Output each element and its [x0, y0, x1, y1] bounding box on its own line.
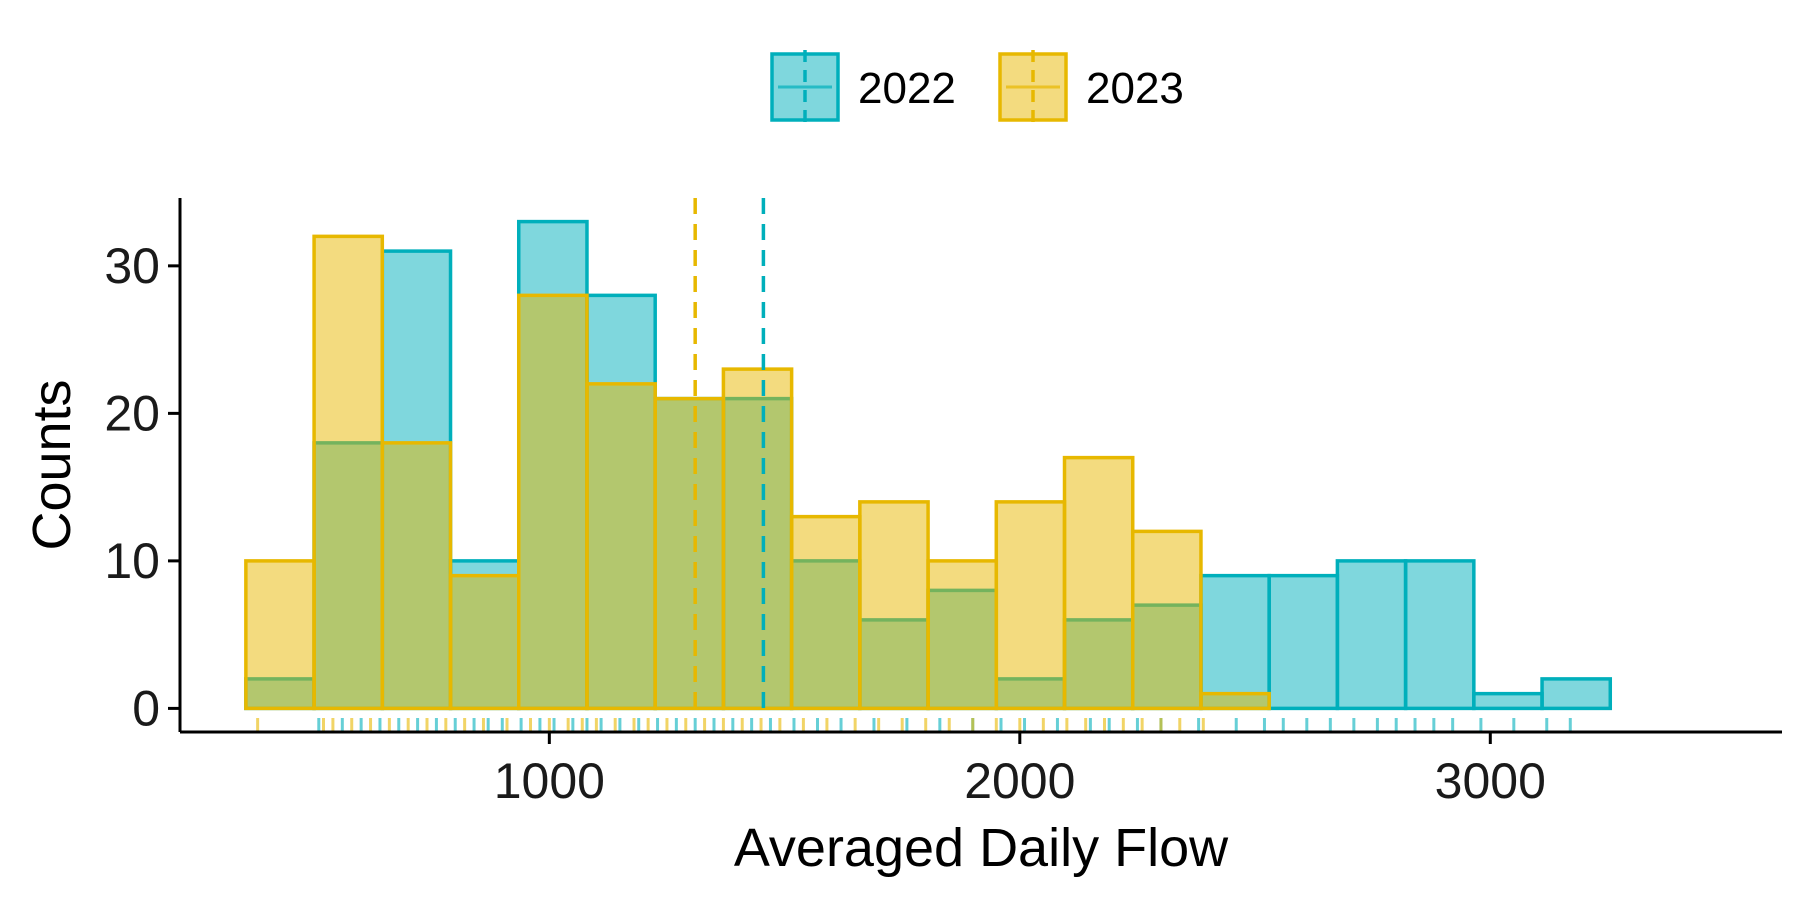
bar-2023-13: [1130, 529, 1203, 711]
rug-2023: [256, 718, 1205, 731]
bar-2023-8: [789, 514, 862, 711]
bar-2023-9: [858, 500, 930, 711]
x-tick-label: 1000: [494, 753, 605, 809]
y-tick-label: 30: [104, 238, 160, 294]
rug-2022: [317, 718, 1572, 731]
y-tick-label: 10: [104, 533, 160, 589]
x-ticks: 1000 2000 3000: [494, 732, 1546, 809]
y-ticks: 0 10 20 30: [104, 238, 180, 736]
axes: 0 10 20 30 1000 2000 3000: [104, 198, 1782, 809]
bar-2023-0: [244, 559, 316, 711]
bar-2023-7: [721, 367, 794, 711]
bar-2022-18: [1472, 691, 1544, 711]
bar-2022-15: [1267, 573, 1340, 711]
bar-2023-1: [312, 234, 385, 711]
bar-2022-19: [1540, 677, 1613, 711]
y-tick-label: 20: [104, 385, 160, 441]
bar-2023-4: [516, 293, 589, 711]
legend-item-2022: 2022: [770, 50, 956, 124]
legend-label-2023: 2023: [1086, 64, 1184, 113]
y-axis-title: Counts: [22, 379, 82, 550]
x-axis-title: Averaged Daily Flow: [734, 818, 1229, 878]
y-tick-label: 0: [132, 680, 160, 736]
series-2023: [244, 234, 1271, 711]
bar-2023-11: [994, 500, 1067, 711]
series-layer: [244, 219, 1613, 711]
bar-2022-14: [1199, 573, 1271, 711]
mean-lines: [693, 198, 766, 709]
plot-area: [244, 198, 1613, 731]
bar-2022-16: [1335, 559, 1408, 711]
legend-label-2022: 2022: [858, 64, 956, 113]
bar-2023-10: [926, 559, 999, 711]
bar-2022-17: [1403, 559, 1476, 711]
x-tick-label: 2000: [964, 753, 1075, 809]
legend: 2022 2023: [770, 50, 1184, 124]
bar-2023-3: [448, 573, 521, 711]
bar-2023-14: [1199, 691, 1271, 711]
rug-layer: [256, 718, 1572, 731]
bar-2023-2: [380, 441, 453, 711]
bar-2023-5: [585, 382, 657, 711]
bar-2023-6: [653, 396, 726, 711]
bar-2023-12: [1062, 455, 1135, 711]
x-tick-label: 3000: [1435, 753, 1546, 809]
legend-item-2023: 2023: [998, 50, 1184, 124]
